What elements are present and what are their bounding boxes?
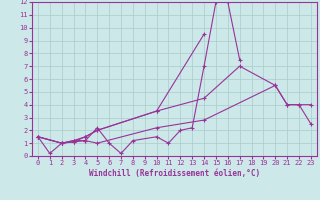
X-axis label: Windchill (Refroidissement éolien,°C): Windchill (Refroidissement éolien,°C) (89, 169, 260, 178)
